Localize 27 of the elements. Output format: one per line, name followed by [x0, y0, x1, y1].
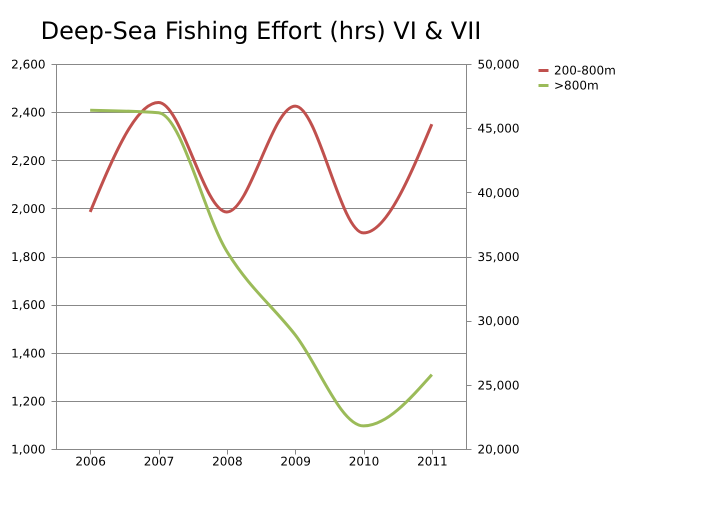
y2-tick-label: 30,000 — [478, 314, 520, 328]
chart-title: Deep-Sea Fishing Effort (hrs) VI & VII — [40, 17, 482, 45]
legend-label: >800m — [554, 78, 599, 92]
y-tick-label: 2,600 — [11, 58, 46, 72]
y2-tick-label: 40,000 — [478, 186, 520, 200]
y-tick-label: 1,400 — [11, 346, 46, 360]
y2-tick-label: 35,000 — [478, 250, 520, 264]
x-tick-label: 2007 — [144, 454, 174, 468]
x-tick-label: 2009 — [280, 454, 311, 468]
y-tick-label: 1,800 — [11, 250, 46, 264]
line-series — [88, 108, 434, 428]
x-tick-label: 2010 — [348, 454, 380, 468]
y2-tick-label: 50,000 — [478, 58, 520, 72]
x-tick-label: 2006 — [75, 454, 106, 468]
x-tick-label: 2008 — [212, 454, 243, 468]
y-tick-label: 2,200 — [11, 154, 46, 168]
y-tick-label: 1,600 — [11, 298, 46, 312]
y2-tick-label: 25,000 — [478, 378, 520, 392]
line-series — [88, 101, 434, 234]
x-tick-label: 2011 — [417, 454, 448, 468]
legend-label: 200-800m — [554, 64, 616, 78]
y-tick-label: 1,000 — [11, 442, 46, 456]
y-tick-label: 1,200 — [11, 394, 46, 408]
y2-tick-label: 45,000 — [478, 122, 520, 136]
y-tick-label: 2,400 — [11, 106, 46, 120]
y2-tick-label: 20,000 — [478, 442, 520, 456]
y-tick-label: 2,000 — [11, 202, 46, 216]
